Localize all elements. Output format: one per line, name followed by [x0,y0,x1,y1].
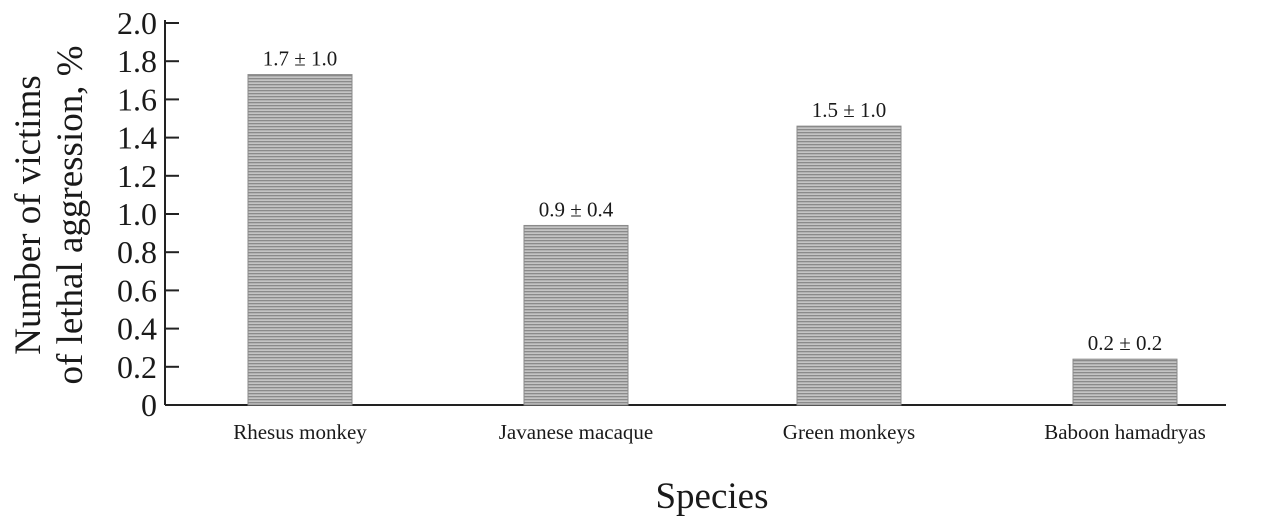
y-ticks: 00.20.40.60.81.01.21.41.61.82.0 [117,5,179,423]
bar [1072,358,1178,406]
data-labels: 1.7 ± 1.0 0.9 ± 0.4 1.5 ± 1.0 0.2 ± 0.2 [263,47,1163,356]
y-tick-label: 1.4 [117,120,157,156]
data-label: 0.2 ± 0.2 [1088,331,1163,355]
y-tick-label: 0.8 [117,234,157,270]
y-axis-label-line-1: Number of victims [8,75,49,355]
data-label: 1.5 ± 1.0 [812,98,887,122]
bars [247,74,1178,406]
data-label: 0.9 ± 0.4 [539,197,614,221]
y-tick-label: 1.2 [117,158,157,194]
category-label: Baboon hamadryas [1044,420,1206,444]
x-axis-label: Species [655,476,768,517]
y-tick-label: 0.2 [117,349,157,385]
y-tick-label: 1.8 [117,43,157,79]
y-tick-label: 0.4 [117,311,157,347]
bar [247,74,353,406]
y-tick-label: 1.6 [117,81,157,117]
y-tick-label: 2.0 [117,5,157,41]
category-label: Javanese macaque [499,420,654,444]
x-ticks: Rhesus monkey Javanese macaque Green monke… [233,420,1206,444]
bar [523,224,629,406]
data-label: 1.7 ± 1.0 [263,47,338,71]
category-label: Green monkeys [783,420,915,444]
bar [796,125,902,406]
y-tick-label: 0.6 [117,272,157,308]
y-tick-label: 0 [141,387,157,423]
y-tick-label: 1.0 [117,196,157,232]
y-axis-label-line-2: of lethal aggression, % [50,45,91,384]
category-label: Rhesus monkey [233,420,367,444]
